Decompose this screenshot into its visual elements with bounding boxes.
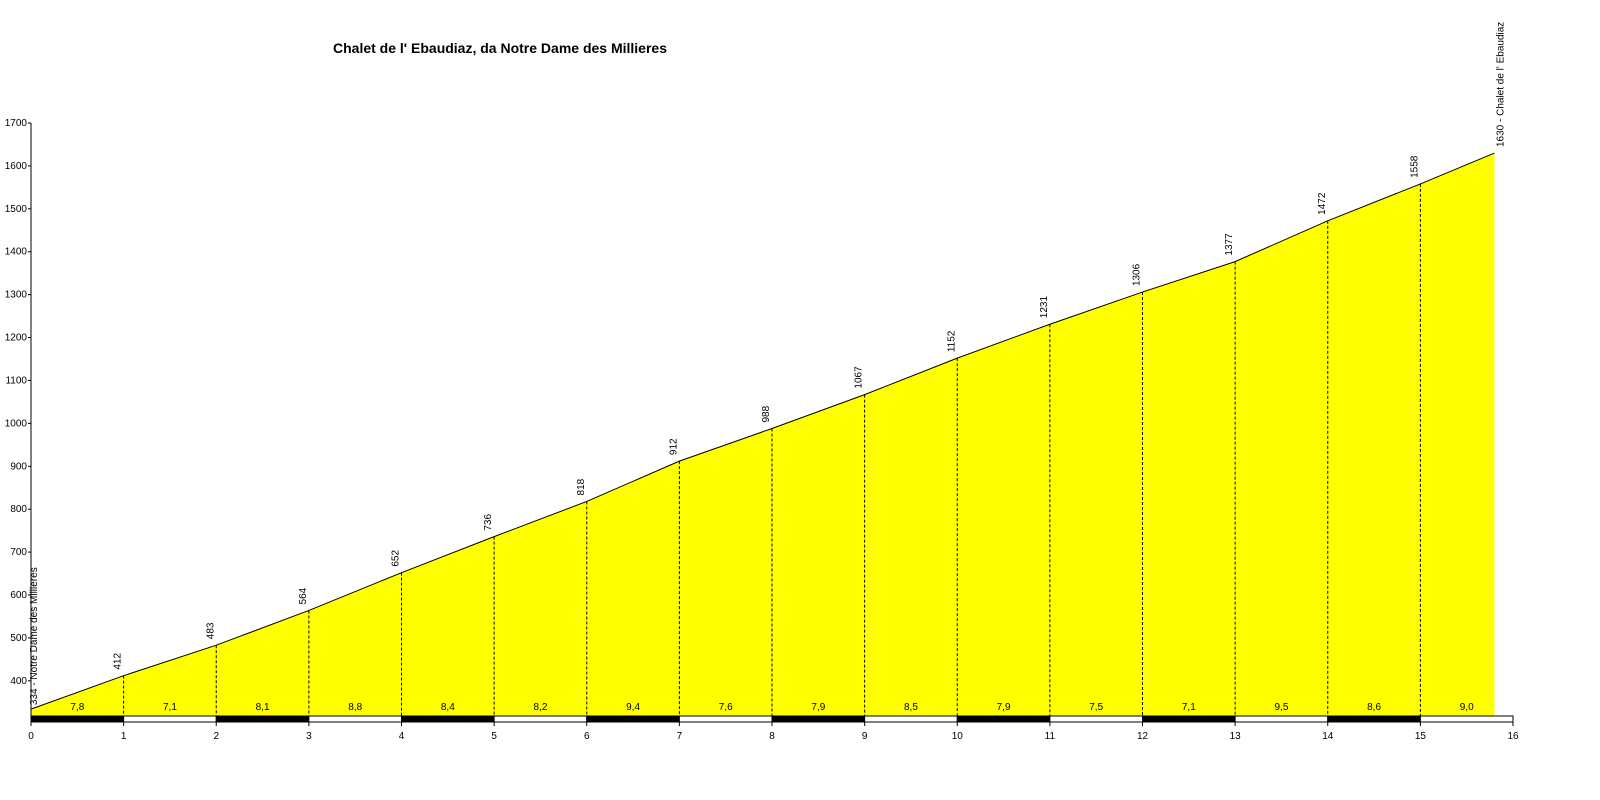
gradient-band — [771, 715, 866, 723]
point-label: 483 — [205, 622, 216, 639]
gradient-label: 8,5 — [904, 702, 918, 713]
gradient-band — [1327, 715, 1421, 723]
y-tick-label: 1500 — [5, 204, 28, 215]
gradient-band — [1234, 715, 1329, 723]
gradient-band — [401, 715, 495, 723]
y-tick-label: 1700 — [5, 118, 28, 129]
point-label: 1630 - Chalet de l' Ebaudiaz — [1495, 22, 1506, 147]
x-tick-label: 10 — [952, 731, 964, 742]
x-tick-label: 8 — [769, 731, 775, 742]
gradient-label: 8,8 — [348, 702, 362, 713]
point-label: 652 — [391, 550, 402, 567]
point-label: 818 — [576, 478, 587, 495]
gradient-band — [1049, 715, 1143, 723]
gradient-band — [308, 715, 402, 723]
point-label: 1067 — [854, 366, 865, 389]
x-tick-label: 15 — [1415, 731, 1427, 742]
x-tick-label: 0 — [28, 731, 34, 742]
point-label: 564 — [298, 587, 309, 604]
gradient-label: 8,1 — [256, 702, 270, 713]
y-tick-label: 900 — [10, 461, 27, 472]
gradient-label: 9,4 — [626, 702, 640, 713]
point-label: 334 - Notre Dame des Millieres — [29, 567, 40, 705]
gradient-label: 9,0 — [1460, 702, 1474, 713]
gradient-label: 7,1 — [1182, 702, 1196, 713]
y-tick-label: 800 — [10, 504, 27, 515]
gradient-band — [956, 715, 1051, 723]
profile-line — [30, 152, 1495, 710]
point-label: 412 — [113, 653, 124, 670]
gradient-band — [864, 715, 958, 723]
gradient-label: 8,6 — [1367, 702, 1381, 713]
x-tick-label: 1 — [121, 731, 127, 742]
x-tick-label: 2 — [213, 731, 219, 742]
gradient-label: 7,9 — [811, 702, 825, 713]
y-tick-label: 600 — [10, 590, 27, 601]
x-tick-label: 3 — [306, 731, 312, 742]
y-tick-label: 700 — [10, 547, 27, 558]
gradient-label: 7,6 — [719, 702, 733, 713]
gradient-band — [678, 715, 773, 723]
gradient-label: 7,1 — [163, 702, 177, 713]
x-tick-label: 16 — [1507, 731, 1519, 742]
gradient-label: 7,5 — [1089, 702, 1103, 713]
gradient-label: 8,2 — [533, 702, 547, 713]
chart-title: Chalet de l' Ebaudiaz, da Notre Dame des… — [333, 40, 667, 56]
point-label: 1377 — [1224, 233, 1235, 256]
y-tick-label: 1000 — [5, 418, 28, 429]
y-tick-label: 1300 — [5, 290, 28, 301]
area-fill — [31, 153, 1495, 716]
gradient-band — [123, 715, 217, 723]
x-tick-label: 4 — [399, 731, 405, 742]
x-tick-label: 9 — [862, 731, 868, 742]
gradient-band — [586, 715, 680, 723]
gradient-band — [1419, 715, 1514, 723]
x-tick-label: 12 — [1137, 731, 1149, 742]
point-label: 1152 — [946, 330, 957, 352]
y-tick-label: 1600 — [5, 161, 28, 172]
point-label: 912 — [668, 438, 679, 455]
y-tick-label: 1200 — [5, 333, 28, 344]
gradient-label: 7,9 — [997, 702, 1011, 713]
point-label: 1231 — [1039, 296, 1050, 319]
x-tick-label: 6 — [584, 731, 590, 742]
x-tick-label: 7 — [677, 731, 683, 742]
point-label: 988 — [761, 405, 772, 422]
x-tick-label: 11 — [1045, 731, 1056, 742]
y-tick-label: 1400 — [5, 247, 28, 258]
point-label: 1472 — [1317, 192, 1328, 215]
gradient-label: 7,8 — [70, 702, 84, 713]
gradient-band — [30, 715, 125, 723]
y-tick-label: 1100 — [5, 375, 27, 386]
gradient-band — [493, 715, 588, 723]
point-label: 1558 — [1409, 155, 1420, 178]
x-tick-label: 13 — [1230, 731, 1242, 742]
x-tick-label: 14 — [1322, 731, 1334, 742]
y-tick-label: 400 — [10, 676, 27, 687]
gradient-band — [1142, 715, 1236, 723]
y-tick-label: 500 — [10, 633, 27, 644]
point-label: 1306 — [1132, 263, 1143, 286]
point-label: 736 — [483, 514, 494, 531]
gradient-label: 9,5 — [1274, 702, 1288, 713]
x-tick-label: 5 — [491, 731, 497, 742]
gradient-label: 8,4 — [441, 702, 455, 713]
gradient-band — [215, 715, 310, 723]
